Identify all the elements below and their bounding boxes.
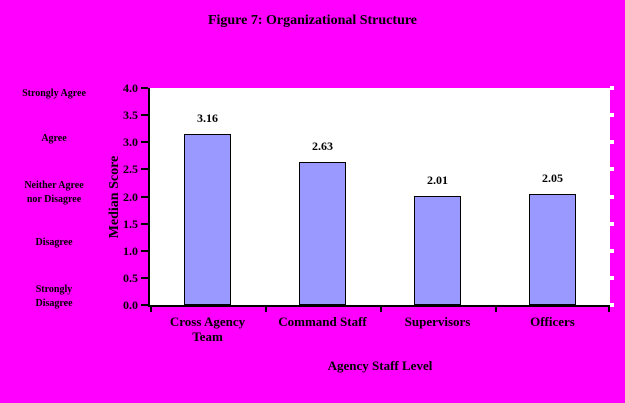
y-axis-tick	[141, 195, 148, 198]
right-tick-mark	[610, 303, 614, 307]
likert-scale-label: Strongly Agree	[22, 88, 86, 99]
x-axis-tick	[265, 305, 267, 312]
x-axis-tick	[495, 305, 497, 312]
likert-scale-label: Agree	[41, 133, 67, 144]
right-tick-mark	[610, 194, 614, 199]
y-axis-tick	[141, 304, 148, 306]
x-axis-tick	[150, 305, 152, 312]
y-axis-tick-label: 2.0	[123, 189, 138, 204]
x-axis-category-label: Supervisors	[404, 314, 471, 329]
y-axis-tick	[141, 276, 148, 279]
y-axis-tick	[141, 87, 148, 89]
y-axis-line	[148, 88, 150, 307]
right-tick-mark	[610, 113, 614, 118]
bar-value-label: 2.63	[312, 139, 333, 154]
right-tick-mark	[610, 248, 614, 253]
bar-cross-agency-team	[184, 133, 231, 305]
bar-value-label: 2.01	[427, 172, 448, 187]
y-axis-tick-label: 0.5	[123, 270, 138, 285]
y-axis-tick	[141, 114, 148, 117]
right-tick-mark	[610, 167, 614, 172]
x-axis-line	[148, 305, 610, 307]
y-axis-tick	[141, 249, 148, 252]
x-axis-title: Agency Staff Level	[327, 358, 433, 373]
y-axis-tick	[141, 141, 148, 144]
x-axis-tick	[380, 305, 382, 312]
y-axis-tick-label: 3.0	[123, 135, 138, 150]
likert-scale-label: Neither Agree nor Disagree	[24, 180, 84, 205]
likert-scale-label: Disagree	[35, 237, 73, 248]
y-axis-tick	[141, 168, 148, 171]
y-axis-tick-label: 0.0	[123, 298, 138, 312]
right-tick-mark	[610, 140, 614, 145]
bar-value-label: 2.05	[542, 170, 563, 185]
y-axis-tick-label: 2.5	[123, 162, 138, 177]
x-axis-tick	[608, 305, 610, 312]
y-axis-tick-label: 3.5	[123, 108, 138, 123]
right-tick-mark	[610, 221, 614, 226]
right-tick-mark	[610, 86, 614, 90]
y-axis-tick	[141, 222, 148, 225]
y-axis-tick-label: 1.0	[123, 243, 138, 258]
y-axis-tick-label: 4.0	[123, 81, 138, 95]
right-tick-mark	[610, 275, 614, 280]
chart-title: Figure 7: Organizational Structure	[207, 13, 418, 28]
x-axis-category-label: Command Staff	[278, 314, 367, 329]
x-axis-category-label: Officers	[530, 314, 575, 329]
y-axis-tick-label: 1.5	[123, 216, 138, 231]
bar-command-staff	[299, 162, 346, 305]
bar-supervisors	[414, 195, 461, 305]
likert-scale-label: Strongly Disagree	[35, 284, 73, 309]
bar-value-label: 3.16	[197, 110, 218, 125]
x-axis-category-label: Cross Agency Team	[169, 314, 246, 344]
bar-officers	[529, 193, 576, 305]
y-axis-title: Median Score	[107, 155, 122, 239]
